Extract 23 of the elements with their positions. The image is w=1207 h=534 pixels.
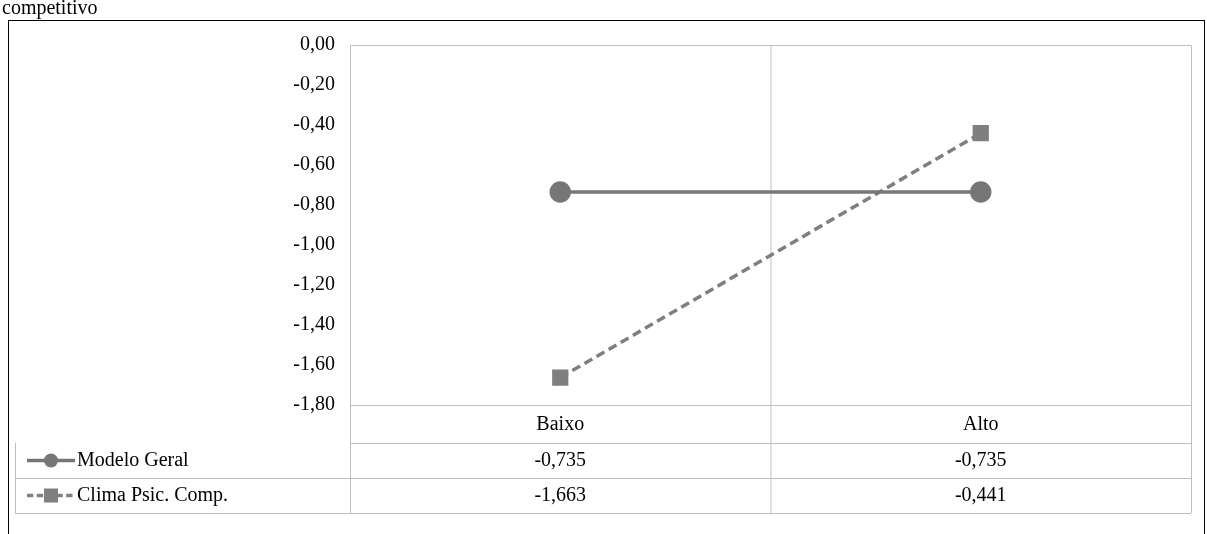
data-label: -0,441 <box>954 482 1007 505</box>
legend-label: Clima Psic. Comp. <box>77 482 229 506</box>
data-label: -0,735 <box>534 447 587 470</box>
y-tick-label: -1,20 <box>293 272 335 295</box>
y-tick-label: -0,40 <box>293 112 335 135</box>
y-tick-label: -0,80 <box>293 192 335 215</box>
y-tick-label: -1,00 <box>293 232 335 255</box>
y-tick-label: -0,60 <box>293 152 335 175</box>
text: competitivo <box>2 0 98 19</box>
y-tick-label: -1,40 <box>293 312 335 335</box>
x-tick-label: Alto <box>962 412 999 435</box>
data-label: -1,663 <box>534 482 587 505</box>
x-tick-label: Baixo <box>536 412 585 435</box>
y-tick-label: -1,60 <box>293 352 335 375</box>
point <box>972 125 989 142</box>
y-tick-label: -0,20 <box>293 72 335 95</box>
y-tick-label: -1,80 <box>293 392 335 415</box>
legend-label: Modelo Geral <box>77 447 190 470</box>
y-tick-label: 0,00 <box>300 32 335 55</box>
point <box>552 369 569 386</box>
point <box>970 181 992 203</box>
data-label: -0,735 <box>954 447 1007 470</box>
point <box>549 181 571 203</box>
